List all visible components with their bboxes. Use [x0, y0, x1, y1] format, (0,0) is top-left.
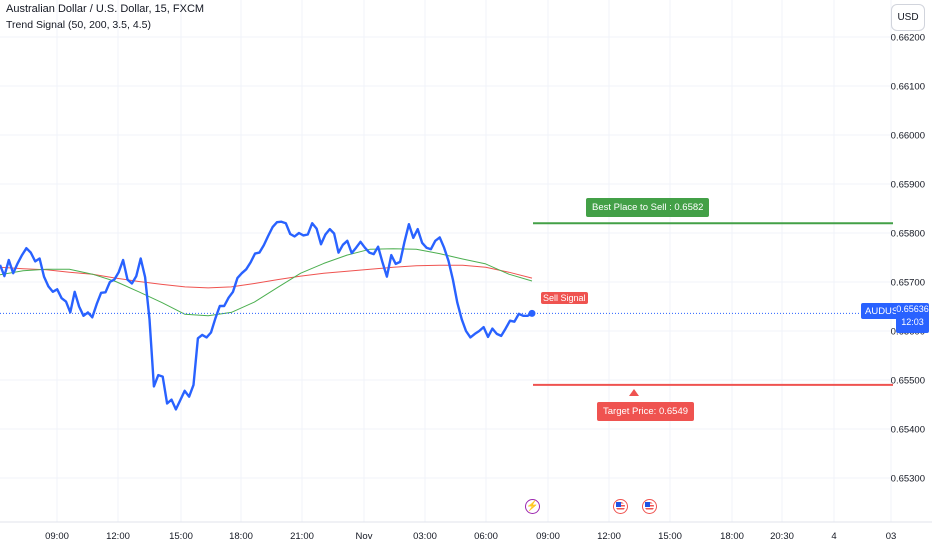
y-tick-label: 0.65400 — [891, 425, 925, 436]
y-tick-label: 0.66200 — [891, 33, 925, 44]
lightning-icon[interactable]: ⚡ — [525, 499, 540, 514]
x-tick-label: 18:00 — [720, 531, 744, 542]
x-tick-label: 20:30 — [770, 531, 794, 542]
x-tick-label: 21:00 — [290, 531, 314, 542]
price-line — [0, 220, 533, 411]
x-tick-label: 15:00 — [169, 531, 193, 542]
y-tick-label: 0.65900 — [891, 180, 925, 191]
level-lines — [0, 207, 893, 396]
ma-fast-line — [0, 248, 533, 317]
axis-labels: 0.653000.654000.655000.656000.657000.658… — [0, 33, 932, 542]
sell-signal-label: Sell Signal — [541, 292, 588, 304]
y-tick-label: 0.65300 — [891, 474, 925, 485]
x-tick-label: 4 — [831, 531, 836, 542]
us-flag-icon[interactable] — [613, 499, 628, 514]
current-price-box: 0.65636 12:03 — [896, 303, 929, 333]
x-tick-label: 09:00 — [45, 531, 69, 542]
x-tick-label: 06:00 — [474, 531, 498, 542]
target-price-label: Target Price: 0.6549 — [597, 402, 695, 421]
y-tick-label: 0.65700 — [891, 278, 925, 289]
currency-button[interactable]: USD — [891, 4, 925, 31]
target-pill-pointer — [629, 389, 639, 396]
x-tick-label: 03:00 — [413, 531, 437, 542]
x-tick-label: 18:00 — [229, 531, 253, 542]
x-tick-label: 12:00 — [106, 531, 130, 542]
x-tick-label: 09:00 — [536, 531, 560, 542]
current-price-value: 0.65636 — [896, 304, 929, 314]
y-tick-label: 0.66000 — [891, 131, 925, 142]
x-tick-label: 15:00 — [658, 531, 682, 542]
bar-countdown: 12:03 — [901, 317, 924, 327]
chart-grid — [0, 0, 893, 522]
y-tick-label: 0.65800 — [891, 229, 925, 240]
y-tick-label: 0.66100 — [891, 82, 925, 93]
indicator-label[interactable]: Trend Signal (50, 200, 3.5, 4.5) — [6, 19, 151, 31]
symbol-title: Australian Dollar / U.S. Dollar, 15, FXC… — [6, 3, 205, 15]
y-tick-label: 0.65500 — [891, 376, 925, 387]
x-tick-label: 03 — [886, 531, 897, 542]
x-tick-label: 12:00 — [597, 531, 621, 542]
series-lines — [0, 220, 536, 411]
x-tick-label: Nov — [356, 531, 373, 542]
best-sell-label: Best Place to Sell : 0.6582 — [586, 198, 710, 217]
us-flag-icon[interactable] — [642, 499, 657, 514]
